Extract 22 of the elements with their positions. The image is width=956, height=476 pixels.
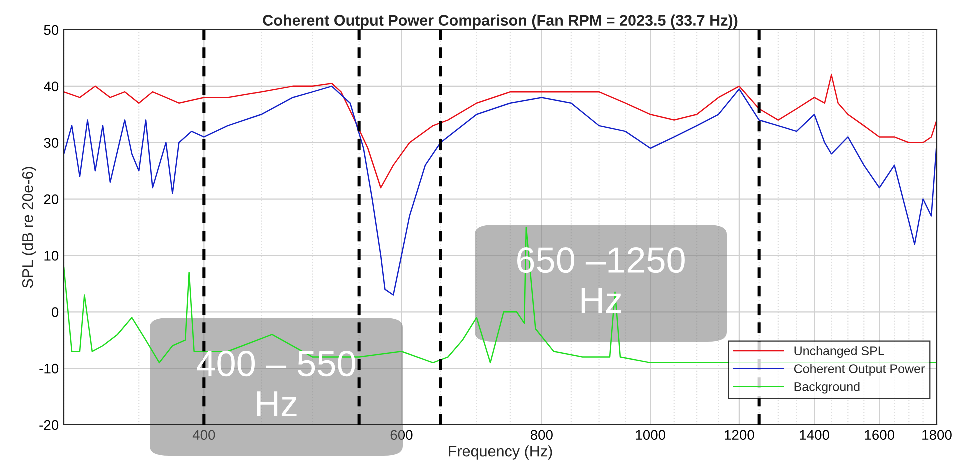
y-tick-label: 20 [44,194,59,204]
legend-label: Coherent Output Power [794,364,925,376]
x-tick-label: 1600 [865,430,895,440]
x-tick-label: 1000 [636,430,666,440]
x-tick-label: 1400 [800,430,830,440]
x-tick-label: 800 [530,430,553,440]
y-tick-label: -20 [40,420,59,430]
y-tick-label: 0 [52,307,59,318]
y-tick-label: 30 [44,138,59,148]
chart-title: Coherent Output Power Comparison (Fan RPM = 2023.5 (33.7 Hz)) [263,14,738,30]
legend-label: Unchanged SPL [794,346,884,358]
y-tick-label: -10 [40,364,59,374]
y-tick-label: 40 [44,82,59,92]
y-tick-label: 50 [44,25,59,36]
annotation: 400 – 550 Hz [197,351,356,416]
x-tick-label: 400 [192,430,216,440]
y-axis-title: SPL (dB re 20e-6) [22,167,36,288]
y-tick-label: 10 [44,251,59,261]
x-tick-label: 1200 [725,430,754,440]
x-axis-title: Frequency (Hz) [449,446,552,460]
legend-label: Background [794,382,860,394]
x-tick-label: 1800 [922,430,952,440]
